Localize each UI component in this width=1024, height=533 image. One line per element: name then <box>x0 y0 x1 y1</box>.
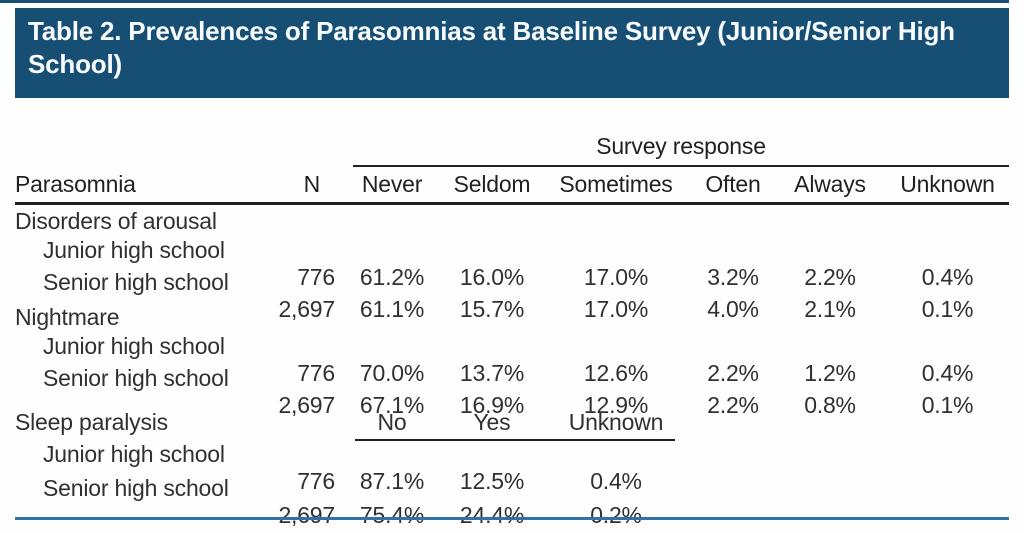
row-label: Junior high school <box>43 237 225 263</box>
cell-seldom: 13.7% <box>459 360 525 386</box>
cell-unknown: 0.1% <box>921 392 974 418</box>
cell-n: 2,697 <box>278 392 335 418</box>
cell-never: 67.1% <box>359 392 425 418</box>
sub-column-header-unknown: Unknown <box>568 408 664 435</box>
cell-no: 75.4% <box>359 502 425 528</box>
column-header-never: Never <box>361 170 423 197</box>
column-header-unknown: Unknown <box>900 170 995 197</box>
span-header-survey-response: Survey response <box>353 128 1009 167</box>
column-header-seldom: Seldom <box>453 170 531 197</box>
sub-column-header-yes: Yes <box>473 408 511 435</box>
cell-seldom: 15.7% <box>459 296 525 322</box>
cell-always: 2.1% <box>804 296 856 322</box>
cell-often: 3.2% <box>707 264 759 290</box>
table-row: Junior high school 776 70.0% 13.7% 12.6%… <box>15 333 1009 386</box>
row-label: Junior high school <box>43 333 225 359</box>
bottom-rule <box>15 517 1009 520</box>
table-title-banner: Table 2. Prevalences of Parasomnias at B… <box>15 8 1009 98</box>
column-header-sometimes: Sometimes <box>559 170 673 197</box>
table-row: Senior high school 2,697 75.4% 24.4% 0.2… <box>15 475 1009 528</box>
row-label: Junior high school <box>43 441 225 467</box>
cell-always: 0.8% <box>804 392 856 418</box>
span-header-row: Survey response <box>15 128 1009 167</box>
cell-sometimes: 12.6% <box>583 360 649 386</box>
cell-sometimes: 17.0% <box>583 296 649 322</box>
column-header-always: Always <box>794 170 866 197</box>
cell-unknown: 0.4% <box>590 468 642 494</box>
parasomnia-table: Survey response Parasomnia N Never Seldo… <box>15 128 1009 528</box>
cell-never: 61.2% <box>359 264 425 290</box>
column-header-parasomnia: Parasomnia <box>15 170 136 197</box>
cell-no: 87.1% <box>359 468 425 494</box>
cell-seldom: 16.0% <box>459 264 525 290</box>
cell-never: 70.0% <box>359 360 425 386</box>
section-row-sleep-paralysis: Sleep paralysis No Yes Unknown <box>15 405 1009 439</box>
cell-n: 776 <box>297 360 335 386</box>
cell-n: 776 <box>297 264 335 290</box>
column-header-often: Often <box>705 170 761 197</box>
sub-column-header-no: No <box>377 408 407 435</box>
column-header-n: N <box>303 170 321 197</box>
cell-n: 776 <box>297 468 335 494</box>
cell-always: 2.2% <box>804 264 856 290</box>
cell-n: 2,697 <box>278 296 335 322</box>
cell-always: 1.2% <box>804 360 856 386</box>
table-row: Junior high school 776 87.1% 12.5% 0.4% <box>15 441 1009 494</box>
row-label: Senior high school <box>43 365 229 391</box>
cell-never: 61.1% <box>359 296 425 322</box>
cell-sometimes: 17.0% <box>583 264 649 290</box>
table-row: Senior high school 2,697 61.1% 15.7% 17.… <box>15 269 1009 322</box>
cell-seldom: 16.9% <box>459 392 525 418</box>
cell-unknown: 0.1% <box>921 296 974 322</box>
sleep-paralysis-subheader-rule <box>355 439 675 441</box>
section-row-disorders-of-arousal: Disorders of arousal <box>15 205 1009 237</box>
cell-unknown: 0.2% <box>590 502 642 528</box>
cell-n: 2,697 <box>278 502 335 528</box>
section-row-nightmare: Nightmare <box>15 301 1009 333</box>
table-row: Junior high school 776 61.2% 16.0% 17.0%… <box>15 237 1009 290</box>
section-label: Sleep paralysis <box>15 408 168 435</box>
top-rule <box>0 0 1009 3</box>
column-header-row: Parasomnia N Never Seldom Sometimes Ofte… <box>15 166 1009 205</box>
cell-unknown: 0.4% <box>921 264 974 290</box>
row-label: Senior high school <box>43 269 229 295</box>
table-row: Senior high school 2,697 67.1% 16.9% 12.… <box>15 365 1009 418</box>
cell-often: 2.2% <box>707 392 759 418</box>
section-label: Disorders of arousal <box>15 207 217 234</box>
row-label: Senior high school <box>43 475 229 501</box>
cell-often: 4.0% <box>707 296 759 322</box>
cell-unknown: 0.4% <box>921 360 974 386</box>
section-label: Nightmare <box>15 303 120 330</box>
cell-yes: 12.5% <box>459 468 525 494</box>
cell-yes: 24.4% <box>459 502 525 528</box>
table-title: Table 2. Prevalences of Parasomnias at B… <box>28 16 955 79</box>
cell-sometimes: 12.9% <box>583 392 649 418</box>
cell-often: 2.2% <box>707 360 759 386</box>
